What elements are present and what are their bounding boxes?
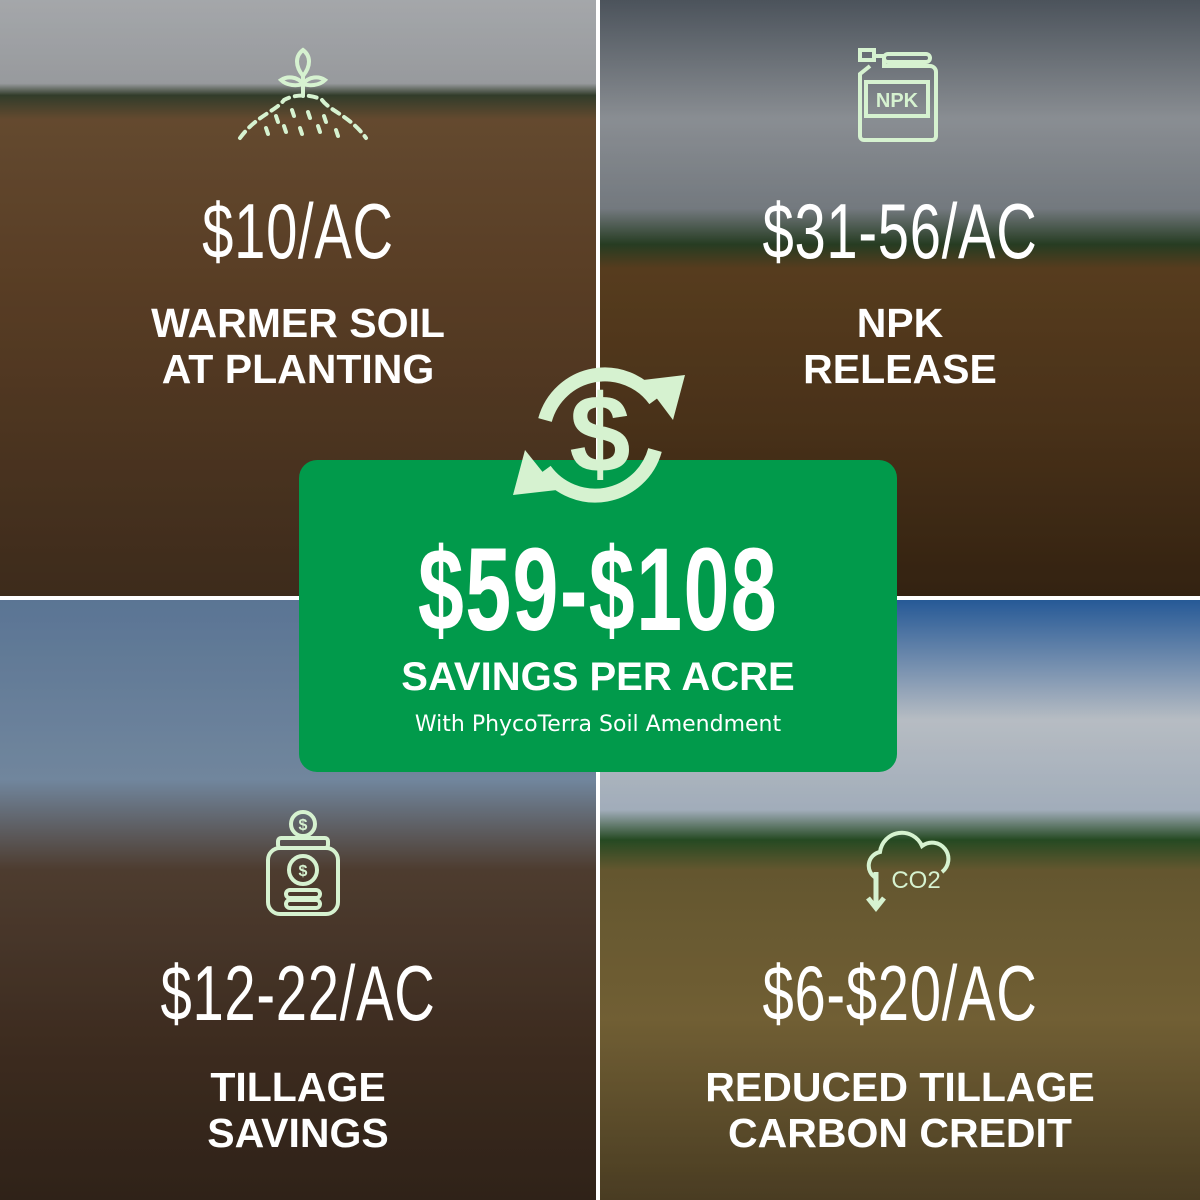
total-savings-panel: $59-$108 SAVINGS PER ACRE With PhycoTerr…: [299, 460, 897, 772]
svg-text:$: $: [299, 863, 308, 880]
label-line: CARBON CREDIT: [728, 1110, 1072, 1156]
tile-amount: $6-$20/AC: [762, 949, 1038, 1037]
tile-amount: $10/AC: [202, 187, 394, 275]
tile-label: REDUCED TILLAGE CARBON CREDIT: [600, 1064, 1200, 1156]
svg-text:$: $: [569, 373, 630, 496]
npk-label: NPK: [876, 90, 919, 112]
tile-label: TILLAGE SAVINGS: [0, 1064, 596, 1156]
co2-cloud-icon: CO2: [866, 830, 951, 913]
sprout-soil-icon: [238, 47, 368, 140]
savings-subtitle: With PhycoTerra Soil Amendment: [414, 712, 782, 737]
label-line: RELEASE: [803, 346, 997, 392]
tile-amount: $31-56/AC: [762, 187, 1038, 275]
tile-amount: $12-22/AC: [160, 949, 436, 1037]
label-line: NPK: [856, 300, 944, 346]
tile-label: NPK RELEASE: [600, 300, 1200, 392]
tile-npk-release: NPK $31-56/AC NPK RELEASE: [600, 0, 1200, 596]
total-savings-amount: $59-$108: [417, 524, 779, 656]
label-line: SAVINGS: [207, 1110, 389, 1156]
tile-warmer-soil: $10/AC WARMER SOIL AT PLANTING: [0, 0, 596, 596]
dollar-cycle-icon: $: [513, 367, 685, 503]
co2-label: CO2: [891, 867, 940, 894]
svg-text:$: $: [299, 817, 308, 834]
label-line: AT PLANTING: [161, 346, 435, 392]
label-line: WARMER SOIL: [151, 300, 445, 346]
tile-label: WARMER SOIL AT PLANTING: [0, 300, 596, 392]
money-jar-icon: $ $: [266, 810, 340, 916]
label-line: REDUCED TILLAGE: [705, 1064, 1095, 1110]
fertilizer-jug-icon: NPK: [858, 48, 938, 142]
label-line: TILLAGE: [210, 1064, 386, 1110]
savings-headline: SAVINGS PER ACRE: [401, 655, 795, 699]
